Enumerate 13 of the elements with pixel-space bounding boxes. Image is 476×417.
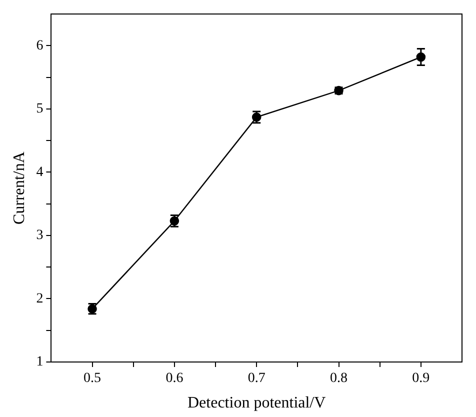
- y-tick-label: 5: [36, 102, 44, 117]
- y-tick-label: 2: [36, 291, 44, 306]
- x-tick-label: 0.7: [248, 371, 266, 386]
- x-axis-title: Detection potential/V: [188, 394, 326, 412]
- x-tick-label: 0.8: [330, 371, 348, 386]
- x-tick-label: 0.5: [84, 371, 102, 386]
- x-tick-label: 0.9: [412, 371, 430, 386]
- y-tick-label: 3: [36, 228, 44, 244]
- y-tick-label: 4: [36, 164, 44, 180]
- y-axis-title: Current/nA: [10, 151, 28, 224]
- x-tick-label: 0.6: [166, 371, 184, 386]
- y-tick-label: 6: [36, 38, 44, 54]
- y-tick-label: 1: [36, 354, 44, 370]
